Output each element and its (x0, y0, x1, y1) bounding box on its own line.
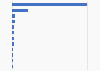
Bar (12, 37, 14, 40)
Bar (12, 31, 14, 34)
Bar (12, 3, 87, 6)
Bar (12, 65, 13, 68)
Bar (12, 9, 28, 12)
Bar (12, 25, 14, 29)
Bar (12, 48, 14, 51)
Bar (12, 53, 13, 57)
Bar (12, 14, 15, 18)
Bar (12, 42, 14, 46)
Bar (12, 59, 13, 62)
Bar (12, 20, 15, 23)
